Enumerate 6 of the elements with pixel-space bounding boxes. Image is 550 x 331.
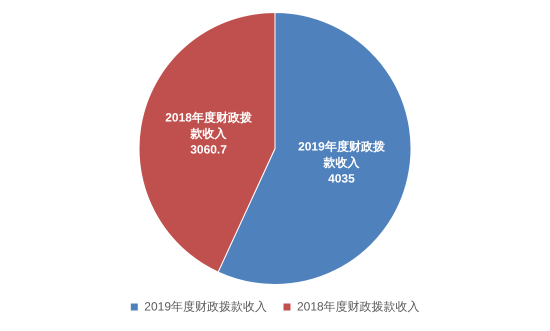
- data-label: 3060.7: [190, 142, 228, 156]
- slice-label: 2018年度财政拨款收入: [165, 110, 253, 140]
- legend-label: 2018年度财政拨款收入: [297, 299, 420, 314]
- legend-label: 2019年度财政拨款收入: [144, 299, 268, 314]
- slice-label: 2019年度财政拨款收入: [298, 139, 386, 170]
- data-label: 4035: [328, 171, 356, 186]
